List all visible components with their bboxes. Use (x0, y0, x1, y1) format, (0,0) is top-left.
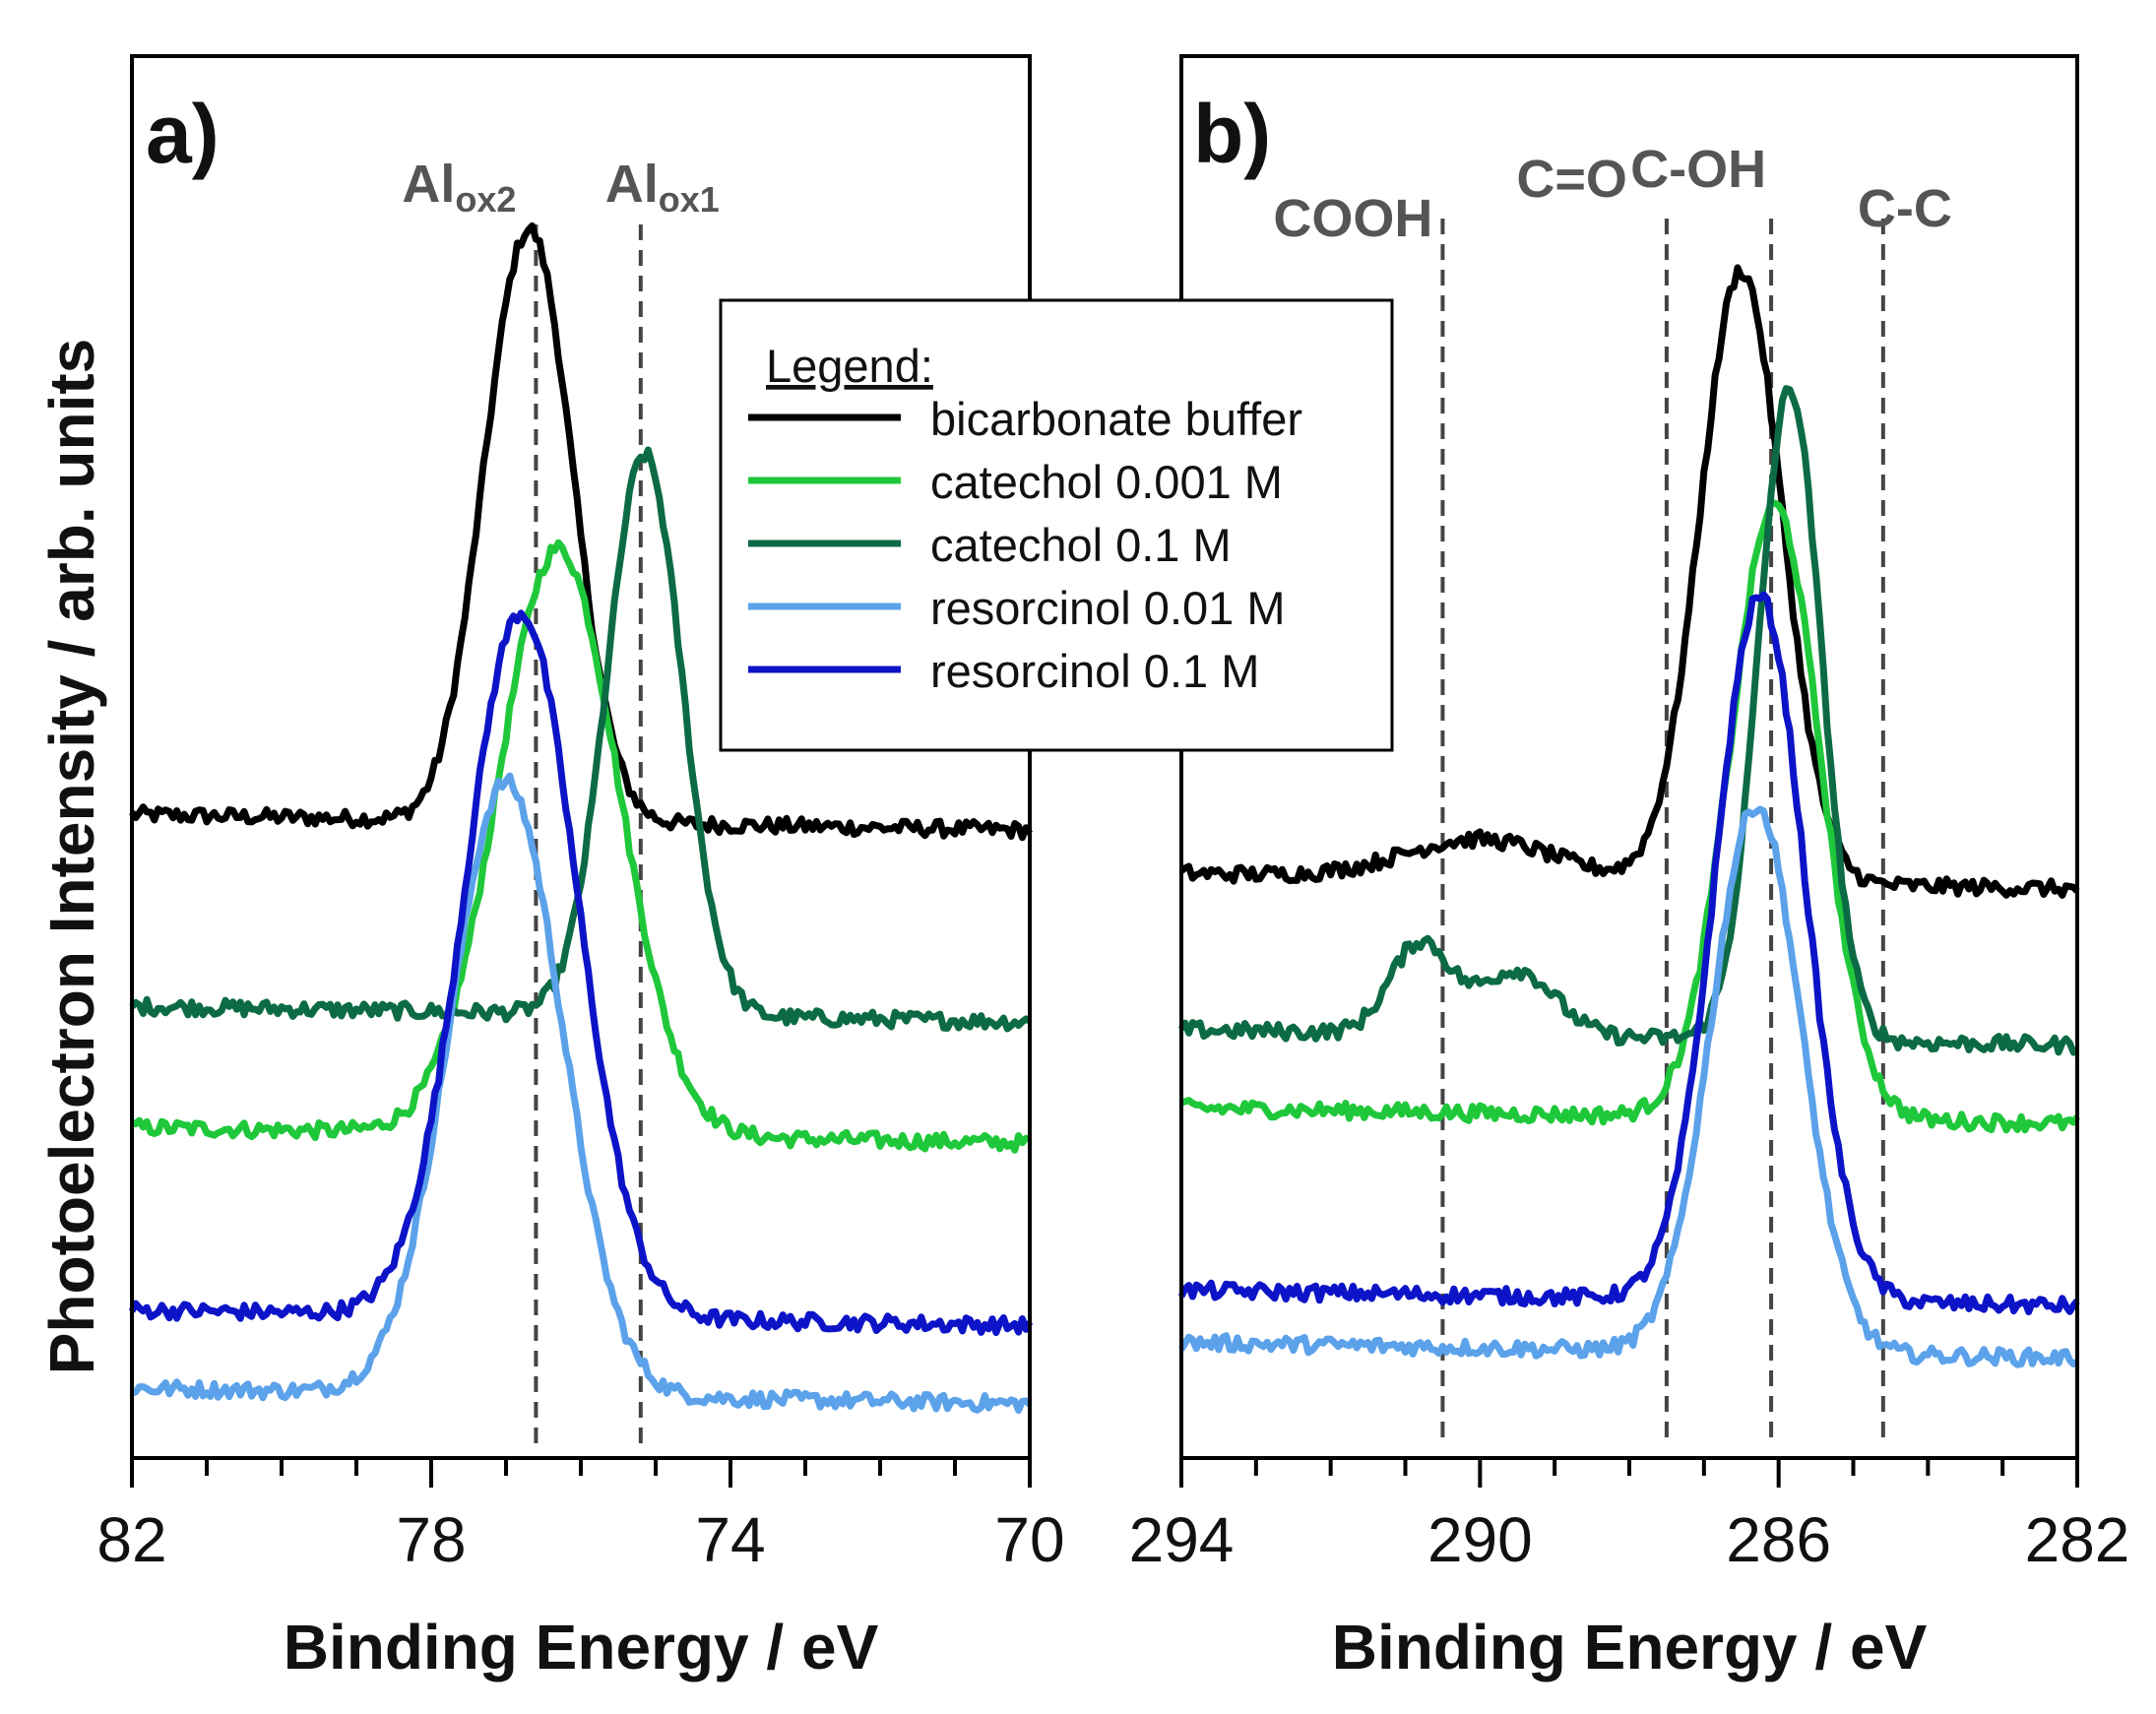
series-a-resorcinol-0-01-m (130, 772, 1033, 1415)
x-tick-label-b: 286 (1726, 1504, 1831, 1575)
legend-entry-label-4: resorcinol 0.1 M (930, 645, 1259, 697)
legend: Legend: bicarbonate buffer catechol 0.001… (719, 298, 1394, 752)
peak-label-b-1: C=O (1516, 150, 1627, 209)
x-tick-label-b: 290 (1427, 1504, 1533, 1575)
panel-a-frame (130, 54, 1032, 1460)
peak-label-b-2: C-OH (1630, 140, 1766, 199)
panel-b: COOH C=O C-OH C-C b) Binding Energy / eV 29… (1129, 54, 2130, 1682)
panel-b-plot-area: COOH C=O C-OH C-C (1177, 140, 2080, 1443)
peak-label-a-1: Alox1 (605, 155, 720, 220)
peak-label-b-3: C-C (1858, 179, 1952, 238)
series-b-resorcinol-0-1-m (1177, 591, 2080, 1315)
series-a-catechol-0-1-m (129, 446, 1032, 1033)
series-a-catechol-0-001-m (130, 539, 1031, 1154)
series-b-resorcinol-0-01-m (1178, 805, 2079, 1368)
series-b-bicarbonate-buffer (1179, 264, 2080, 899)
legend-entry-label-3: resorcinol 0.01 M (930, 582, 1286, 634)
panel-a-plot-area: Alox2 Alox1 (128, 155, 1034, 1443)
peak-label-b-0: COOH (1273, 189, 1432, 248)
panel-b-x-axis-title: Binding Energy / eV (1332, 1612, 1928, 1682)
x-tick-label-a: 70 (994, 1504, 1064, 1575)
panel-a: Alox2 Alox1 a) Binding Energy / eV 82 78 74… (96, 54, 1065, 1682)
x-tick-label-a: 78 (396, 1504, 466, 1575)
panel-b-label: b) (1193, 88, 1271, 180)
x-tick-label-b: 294 (1129, 1504, 1235, 1575)
x-tick-label-a: 82 (96, 1504, 166, 1575)
panel-a-label: a) (146, 88, 220, 180)
x-tick-label-a: 74 (695, 1504, 765, 1575)
series-b-catechol-0-001-m (1179, 499, 2080, 1134)
panel-b-frame (1179, 54, 2079, 1460)
legend-box (719, 298, 1394, 752)
series-a-bicarbonate-buffer (129, 222, 1033, 842)
peak-label-a-0: Alox2 (402, 155, 516, 220)
legend-entry-label-1: catechol 0.001 M (930, 456, 1283, 508)
legend-entry-label-2: catechol 0.1 M (930, 519, 1232, 571)
series-a-resorcinol-0-1-m (128, 609, 1034, 1337)
x-tick-label-b: 282 (2025, 1504, 2130, 1575)
panel-a-x-axis-title: Binding Energy / eV (284, 1612, 879, 1682)
y-axis-title: Photoelectron Intensity / arb. units (36, 339, 107, 1375)
series-b-catechol-0-1-m (1178, 385, 2079, 1056)
legend-title: Legend: (766, 340, 933, 392)
legend-entry-label-0: bicarbonate buffer (930, 393, 1302, 445)
